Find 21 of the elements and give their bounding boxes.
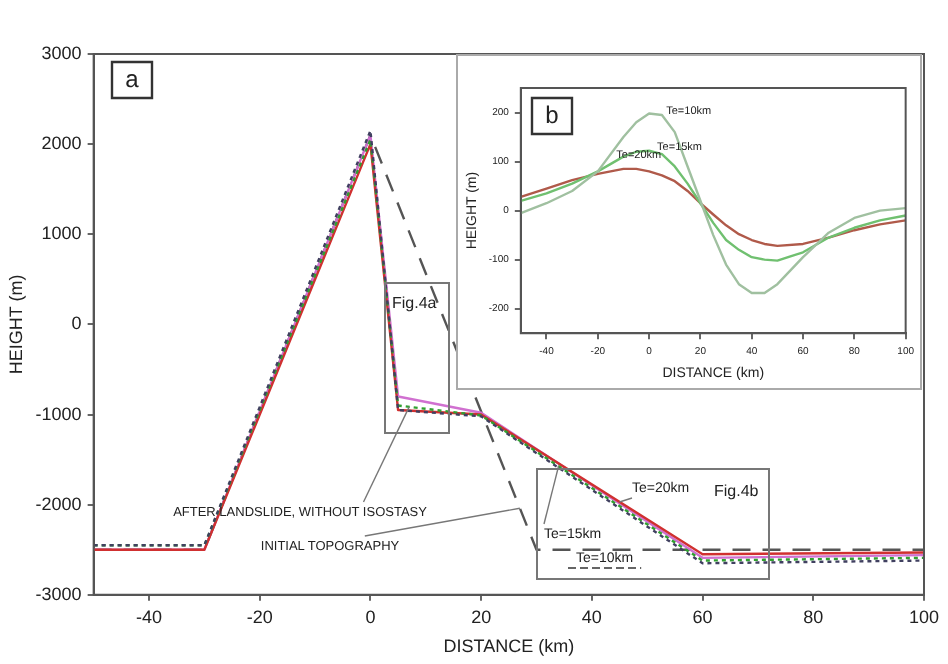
annotation: b bbox=[545, 100, 560, 129]
x-tick-label: -20 bbox=[246, 606, 273, 627]
x-tick-label: 0 bbox=[365, 606, 376, 627]
y-tick-label: 1000 bbox=[41, 223, 82, 244]
y-tick-label: -2000 bbox=[35, 493, 82, 514]
y-tick-label: -3000 bbox=[35, 583, 82, 604]
x-axis-title: DISTANCE (km) bbox=[443, 636, 575, 657]
x-tick-label: 80 bbox=[803, 606, 824, 627]
x-tick-label: 20 bbox=[471, 606, 492, 627]
annotation: a bbox=[125, 64, 140, 93]
annotation: Fig.4a bbox=[392, 294, 438, 313]
y-tick-label: 3000 bbox=[41, 42, 82, 63]
y-axis-title: HEIGHT (m) bbox=[5, 274, 26, 375]
x-tick-label: -40 bbox=[135, 606, 163, 627]
x-tick-label: 60 bbox=[692, 606, 713, 627]
y-tick-label: 2000 bbox=[41, 133, 82, 154]
x-tick-label: 40 bbox=[581, 606, 602, 627]
x-tick-label: 100 bbox=[908, 606, 940, 627]
annotation: Fig.4b bbox=[714, 482, 760, 501]
y-tick-label: -1000 bbox=[35, 403, 82, 424]
y-tick-label: 0 bbox=[71, 313, 82, 334]
